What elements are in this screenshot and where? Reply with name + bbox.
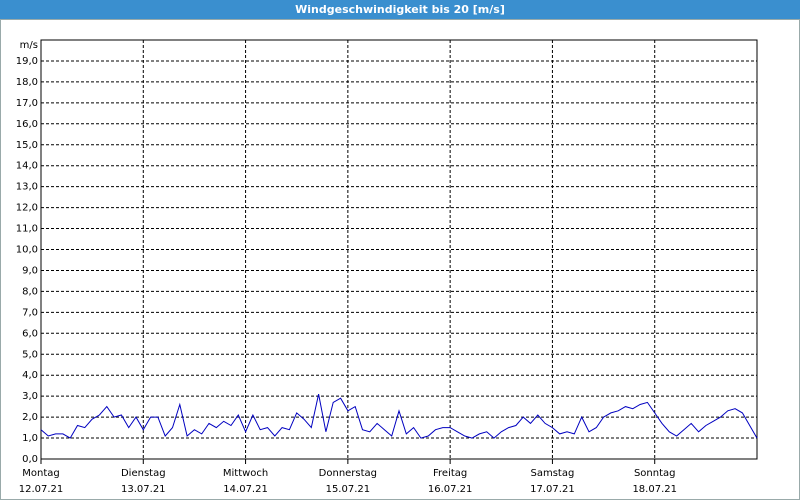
x-tick-label: Freitag	[433, 468, 467, 479]
frame	[0, 19, 800, 500]
x-tick-date: 15.07.21	[326, 484, 371, 495]
y-tick-label: 15,0	[16, 140, 38, 151]
y-tick-label: 13,0	[16, 182, 38, 193]
y-tick-label: 9,0	[22, 265, 38, 276]
x-tick-date: 14.07.21	[223, 484, 268, 495]
x-tick-label: Mittwoch	[223, 468, 268, 479]
x-tick-date: 16.07.21	[428, 484, 473, 495]
x-tick-date: 18.07.21	[632, 484, 677, 495]
y-tick-label: 0,0	[22, 454, 38, 465]
plot-area	[40, 39, 758, 460]
x-tick-label: Dienstag	[121, 468, 166, 479]
y-tick-label: 7,0	[22, 307, 38, 318]
wind-line	[40, 393, 758, 439]
x-tick-date: 12.07.21	[19, 484, 64, 495]
y-tick-label: 8,0	[22, 286, 38, 297]
x-tick-label: Montag	[22, 468, 59, 479]
x-tick-date: 17.07.21	[530, 484, 575, 495]
x-tick-label: Samstag	[531, 468, 575, 479]
y-tick-label: 5,0	[22, 349, 38, 360]
y-axis-label: m/s	[20, 40, 38, 51]
y-tick-label: 11,0	[16, 224, 38, 235]
y-tick-label: 18,0	[16, 77, 38, 88]
y-tick-label: 2,0	[22, 412, 38, 423]
x-tick-date: 13.07.21	[121, 484, 166, 495]
x-tick-label: Donnerstag	[319, 468, 377, 479]
y-tick-label: 6,0	[22, 328, 38, 339]
y-tick-label: 12,0	[16, 203, 38, 214]
chart-title: Windgeschwindigkeit bis 20 [m/s]	[295, 3, 505, 16]
y-tick-label: 19,0	[16, 56, 38, 67]
title-bar	[0, 0, 800, 19]
y-tick-label: 3,0	[22, 391, 38, 402]
y-tick-label: 14,0	[16, 161, 38, 172]
y-tick-label: 16,0	[16, 119, 38, 130]
y-tick-label: 10,0	[16, 245, 38, 256]
y-tick-label: 4,0	[22, 370, 38, 381]
x-tick-label: Sonntag	[634, 468, 676, 479]
y-tick-label: 17,0	[16, 98, 38, 109]
y-tick-label: 1,0	[22, 433, 38, 444]
